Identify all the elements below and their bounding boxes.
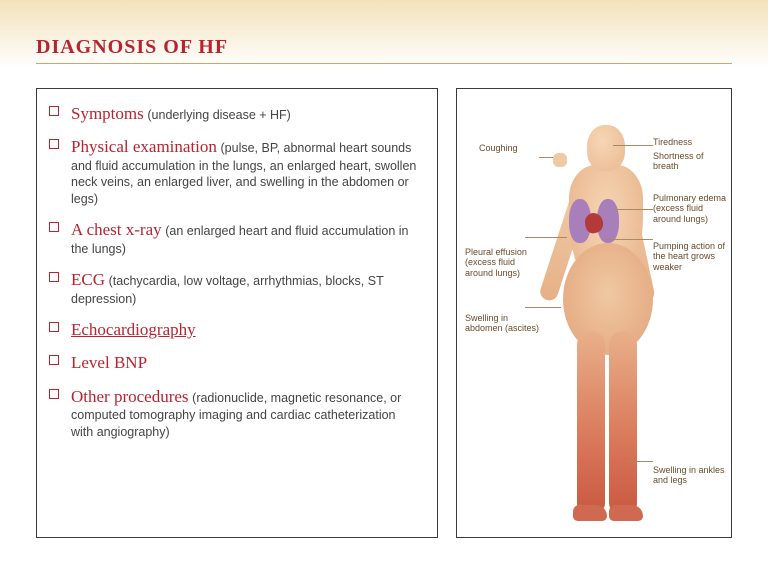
anatomy-label: Pulmonary edema (excess fluid around lun… <box>653 193 731 224</box>
leader-line <box>539 157 553 158</box>
anatomy-label: Shortness of breath <box>653 151 731 172</box>
bullet-term: ECG <box>71 270 105 289</box>
content-row: Symptoms (underlying disease + HF) Physic… <box>36 88 732 538</box>
lungs-heart <box>569 191 619 249</box>
anatomy-label: Swelling in ankles and legs <box>653 465 731 486</box>
abdomen <box>563 243 653 355</box>
bullet-qualifier: (tachycardia, low voltage, arrhythmias, … <box>71 274 384 305</box>
leg-right <box>609 331 637 513</box>
anatomy-label: Coughing <box>479 143 518 153</box>
bullet-term: Echocardiography <box>71 320 196 339</box>
bullet-list: Symptoms (underlying disease + HF) Physic… <box>47 103 419 440</box>
bullet-item: Other procedures (radionuclide, magnetic… <box>71 386 419 441</box>
bullet-qualifier: (underlying disease + HF) <box>147 108 290 122</box>
bullet-term: Level BNP <box>71 353 147 372</box>
anatomy-label: Tiredness <box>653 137 692 147</box>
bullet-item: Level BNP <box>71 352 419 373</box>
anatomy-label: Swelling in abdomen (ascites) <box>465 313 545 334</box>
leg-left <box>577 331 605 513</box>
foot-right <box>609 505 643 521</box>
bullet-term: A chest x-ray <box>71 220 162 239</box>
leader-line <box>615 209 653 210</box>
foot-left <box>573 505 607 521</box>
human-body <box>547 125 647 505</box>
bullet-panel: Symptoms (underlying disease + HF) Physic… <box>36 88 438 538</box>
cough-hand <box>553 153 567 167</box>
leader-line <box>525 237 567 238</box>
anatomy-figure: Coughing Tiredness Shortness of breath Pulm… <box>456 88 732 538</box>
head <box>587 125 625 171</box>
bullet-item: A chest x-ray (an enlarged heart and flu… <box>71 219 419 257</box>
bullet-item: ECG (tachycardia, low voltage, arrhythmi… <box>71 269 419 307</box>
leader-line <box>627 461 653 462</box>
bullet-item: Physical examination (pulse, BP, abnorma… <box>71 136 419 207</box>
slide-title: DIAGNOSIS OF HF <box>36 36 732 64</box>
bullet-term: Physical examination <box>71 137 217 156</box>
bullet-term: Symptoms <box>71 104 144 123</box>
bullet-item: Symptoms (underlying disease + HF) <box>71 103 419 124</box>
leader-line <box>603 239 653 240</box>
leader-line <box>613 145 653 146</box>
slide: DIAGNOSIS OF HF Symptoms (underlying dis… <box>0 0 768 576</box>
bullet-term: Other procedures <box>71 387 189 406</box>
bullet-item: Echocardiography <box>71 319 419 340</box>
anatomy-label: Pleural effusion (excess fluid around lu… <box>465 247 545 278</box>
anatomy-label: Pumping action of the heart grows weaker <box>653 241 731 272</box>
leader-line <box>525 307 561 308</box>
